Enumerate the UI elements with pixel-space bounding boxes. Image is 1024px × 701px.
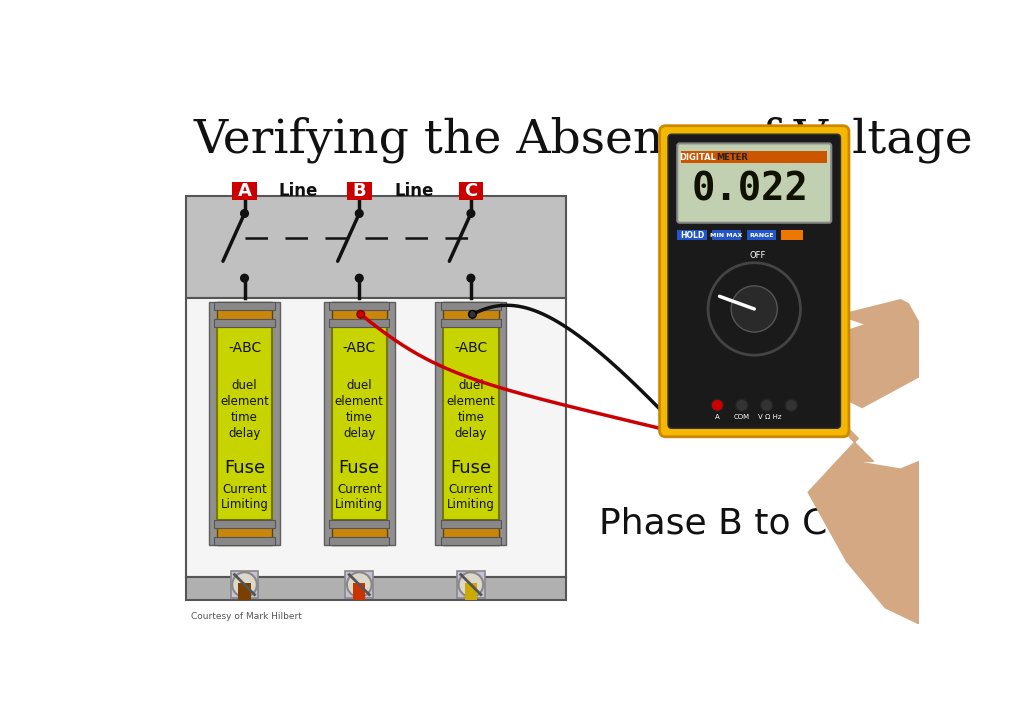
Bar bbox=[441, 537, 501, 545]
Bar bbox=[217, 327, 272, 520]
Circle shape bbox=[241, 210, 249, 217]
Text: Fuse: Fuse bbox=[224, 459, 265, 477]
Circle shape bbox=[467, 210, 475, 217]
Circle shape bbox=[736, 399, 749, 411]
Text: V Ω Hz: V Ω Hz bbox=[758, 414, 781, 420]
Polygon shape bbox=[801, 300, 920, 407]
Bar bbox=[239, 583, 251, 600]
Bar bbox=[443, 520, 499, 545]
Circle shape bbox=[355, 210, 364, 217]
Bar bbox=[712, 230, 741, 240]
Bar bbox=[186, 196, 565, 298]
Text: 0.022: 0.022 bbox=[692, 170, 809, 208]
Bar bbox=[324, 302, 394, 545]
FancyBboxPatch shape bbox=[659, 125, 849, 437]
Bar bbox=[330, 537, 389, 545]
Bar bbox=[332, 520, 387, 545]
FancyBboxPatch shape bbox=[668, 134, 841, 428]
Text: RANGE: RANGE bbox=[749, 233, 773, 238]
Circle shape bbox=[232, 572, 257, 597]
Bar bbox=[681, 151, 827, 163]
Bar bbox=[214, 302, 274, 310]
Text: Fuse: Fuse bbox=[339, 459, 380, 477]
Circle shape bbox=[347, 572, 372, 597]
Bar bbox=[217, 302, 272, 327]
Circle shape bbox=[731, 286, 777, 332]
Text: -ABC: -ABC bbox=[455, 341, 487, 355]
Bar bbox=[353, 583, 366, 600]
Polygon shape bbox=[808, 407, 920, 624]
Circle shape bbox=[761, 399, 773, 411]
Bar bbox=[217, 520, 272, 545]
Bar bbox=[232, 182, 257, 200]
Text: B: B bbox=[352, 182, 366, 200]
Text: A: A bbox=[238, 182, 252, 200]
Circle shape bbox=[459, 572, 483, 597]
Circle shape bbox=[469, 311, 476, 318]
Bar bbox=[214, 319, 274, 327]
Bar bbox=[214, 537, 274, 545]
Bar bbox=[443, 327, 499, 520]
Bar bbox=[441, 302, 501, 310]
FancyBboxPatch shape bbox=[677, 144, 831, 223]
Text: A: A bbox=[715, 414, 720, 420]
Bar bbox=[230, 571, 258, 599]
Bar bbox=[435, 302, 506, 545]
Bar bbox=[330, 302, 389, 310]
Bar bbox=[332, 327, 387, 520]
Text: Current
Limiting: Current Limiting bbox=[335, 483, 383, 511]
Circle shape bbox=[357, 311, 365, 318]
Bar bbox=[345, 571, 373, 599]
Circle shape bbox=[355, 274, 364, 282]
Bar bbox=[781, 230, 803, 240]
Text: Fuse: Fuse bbox=[451, 459, 492, 477]
Circle shape bbox=[467, 274, 475, 282]
Text: HOLD: HOLD bbox=[680, 231, 705, 240]
Circle shape bbox=[785, 399, 798, 411]
Text: -ABC: -ABC bbox=[228, 341, 261, 355]
Text: C: C bbox=[464, 182, 477, 200]
Text: Line: Line bbox=[279, 182, 318, 200]
Bar bbox=[746, 230, 776, 240]
Bar bbox=[186, 577, 565, 600]
Bar bbox=[330, 520, 389, 528]
Text: Phase B to C: Phase B to C bbox=[599, 506, 827, 540]
Bar bbox=[186, 298, 565, 577]
Bar bbox=[214, 520, 274, 528]
Bar bbox=[441, 520, 501, 528]
Text: Line: Line bbox=[394, 182, 433, 200]
Bar bbox=[330, 319, 389, 327]
Circle shape bbox=[708, 263, 801, 355]
Text: duel
element
time
delay: duel element time delay bbox=[220, 379, 269, 440]
Bar bbox=[441, 319, 501, 327]
Bar bbox=[209, 302, 280, 545]
Text: Courtesy of Mark Hilbert: Courtesy of Mark Hilbert bbox=[190, 613, 301, 622]
Bar bbox=[677, 230, 707, 240]
Text: Current
Limiting: Current Limiting bbox=[220, 483, 268, 511]
Bar bbox=[443, 302, 499, 327]
Text: Verifying the Absence of Voltage: Verifying the Absence of Voltage bbox=[194, 116, 974, 163]
Text: MIN MAX: MIN MAX bbox=[711, 233, 742, 238]
Bar bbox=[459, 182, 483, 200]
Text: OFF: OFF bbox=[750, 250, 766, 259]
Bar bbox=[465, 583, 477, 600]
Bar bbox=[347, 182, 372, 200]
Text: METER: METER bbox=[716, 153, 748, 162]
Text: -ABC: -ABC bbox=[343, 341, 376, 355]
Text: duel
element
time
delay: duel element time delay bbox=[335, 379, 384, 440]
Bar bbox=[332, 302, 387, 327]
Text: duel
element
time
delay: duel element time delay bbox=[446, 379, 496, 440]
Text: Current
Limiting: Current Limiting bbox=[446, 483, 495, 511]
Circle shape bbox=[241, 274, 249, 282]
Circle shape bbox=[711, 399, 724, 411]
Bar bbox=[457, 571, 484, 599]
Text: DIGITAL: DIGITAL bbox=[680, 153, 717, 162]
Text: COM: COM bbox=[734, 414, 750, 420]
